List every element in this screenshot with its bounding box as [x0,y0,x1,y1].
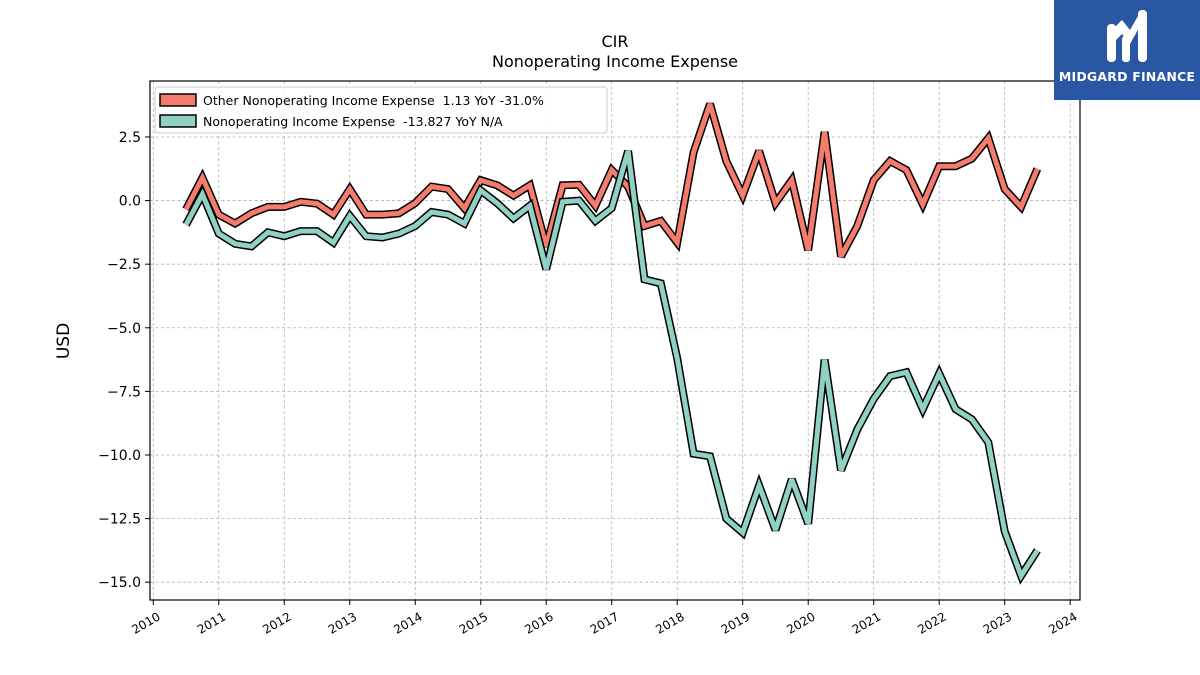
x-tick-label: 2014 [391,609,424,636]
y-tick-label: −2.5 [107,257,141,273]
x-tick-label: 2020 [784,609,817,636]
x-tick-label: 2011 [195,609,228,636]
y-tick-label: 2.5 [119,130,141,146]
y-tick-label: −10.0 [98,448,141,464]
y-tick-label: −5.0 [107,321,141,337]
series-1 [182,149,1041,585]
series-layer [182,102,1042,585]
midgard-finance-logo: MIDGARD FINANCE [1054,0,1200,100]
chart-title: CIR [601,32,628,51]
x-tick-label: 2017 [588,609,621,636]
legend: Other Nonoperating Income Expense 1.13 Y… [154,86,608,134]
y-tick-label: 0.0 [119,194,141,210]
midgard-m-logo-icon [1107,10,1147,62]
x-tick-label: 2022 [915,609,948,636]
plot-frame [149,80,1081,601]
legend-frame [154,86,608,134]
x-tick-label: 2019 [719,609,752,636]
grid [150,81,1080,600]
x-tick-label: 2015 [457,609,490,636]
y-tick-label: −12.5 [98,512,141,528]
x-tick-label: 2010 [129,609,162,636]
x-tick-label: 2023 [981,609,1014,636]
x-tick-label: 2013 [326,609,359,636]
legend-swatch-nonoperating [159,114,197,128]
series-line [183,103,1040,258]
y-axis-label: USD [54,323,74,359]
x-tick-label: 2018 [653,609,686,636]
legend-label-nonoperating: Nonoperating Income Expense -13.827 YoY … [203,114,503,129]
legend-swatch-other-nonoperating [159,93,197,107]
series-0 [182,102,1042,259]
x-tick-label: 2021 [850,609,883,636]
series-line [183,150,1040,582]
chart-subtitle: Nonoperating Income Expense [492,52,738,71]
x-tick-label: 2012 [260,609,293,636]
x-tick-label: 2024 [1046,609,1079,636]
legend-label-other-nonoperating: Other Nonoperating Income Expense 1.13 Y… [203,93,544,108]
brand-name: MIDGARD FINANCE [1058,69,1196,84]
y-tick-label: −15.0 [98,575,141,591]
y-tick-label: −7.5 [107,384,141,400]
x-tick-label: 2016 [522,609,555,636]
